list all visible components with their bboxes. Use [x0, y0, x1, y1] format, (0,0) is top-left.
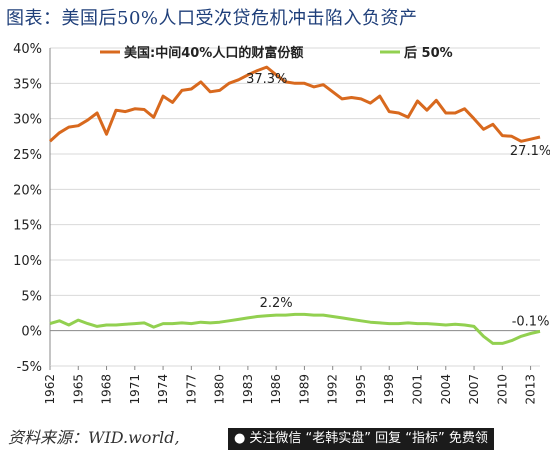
- x-tick-labels: 1962 1965 1968 1971 1974 1977 1980 1983 1986 1989…: [43, 374, 538, 405]
- x-tick-label: 1989: [297, 374, 311, 405]
- x-tick-label: 1977: [184, 374, 198, 405]
- data-label: 2.2%: [260, 296, 293, 311]
- data-label: 37.3%: [246, 72, 287, 87]
- y-tick-label: 30%: [13, 113, 42, 128]
- y-tick-label: 25%: [13, 148, 42, 163]
- y-tick-label: 20%: [13, 183, 42, 198]
- data-label: 27.1%: [510, 144, 550, 159]
- y-tick-label: 10%: [13, 254, 42, 269]
- promo-text: 关注微信 “老韩实盘” 回复 “指标” 免费领: [249, 431, 488, 446]
- series-lines: [48, 65, 541, 345]
- y-tick-label: 35%: [13, 77, 42, 92]
- x-tick-label: 1974: [156, 374, 170, 405]
- x-tick-label: 1962: [43, 374, 57, 405]
- axes: [49, 48, 540, 370]
- x-tick-label: 1968: [100, 374, 114, 405]
- x-tick-label: 1986: [269, 374, 283, 405]
- legend: 美国:中间40%人口的财富份额 后 50%: [100, 45, 453, 61]
- x-tick-label: 1983: [241, 374, 255, 405]
- y-tick-label: 40%: [13, 42, 42, 57]
- data-labels: 37.3% 27.1% 2.2% -0.1%: [246, 72, 550, 329]
- source-note: 资料来源：WID.world,: [8, 428, 180, 447]
- wechat-icon: ●: [234, 431, 246, 446]
- x-tick-label: 1998: [382, 374, 396, 405]
- x-tick-label: 2004: [439, 374, 453, 405]
- promo-banner[interactable]: ● 关注微信 “老韩实盘” 回复 “指标” 免费领: [228, 428, 494, 450]
- grid-lines: [50, 47, 540, 367]
- y-tick-label: 5%: [21, 289, 42, 304]
- x-tick-label: 1965: [71, 374, 85, 405]
- data-label: -0.1%: [512, 314, 550, 329]
- x-tick-label: 2013: [524, 374, 538, 405]
- y-tick-label: 0%: [21, 325, 42, 340]
- chart-title: 图表：美国后50%人口受次贷危机冲击陷入负资产: [6, 8, 418, 29]
- x-tick-label: 1971: [128, 374, 142, 405]
- x-tick-label: 1980: [213, 374, 227, 405]
- series-line-1: [48, 65, 541, 143]
- series-line-2: [49, 312, 541, 345]
- x-tick-label: 1995: [354, 374, 368, 405]
- legend-label: 后 50%: [404, 45, 453, 61]
- legend-label: 美国:中间40%人口的财富份额: [124, 45, 303, 61]
- y-tick-label: 15%: [13, 219, 42, 234]
- x-tick-label: 2010: [495, 374, 509, 405]
- y-tick-label: -5%: [17, 360, 42, 375]
- x-tick-label: 2001: [411, 374, 425, 405]
- x-tick-label: 1992: [326, 374, 340, 405]
- x-tick-label: 2007: [467, 374, 481, 405]
- y-tick-labels: -5% 0% 5% 10% 15% 20% 25% 30% 35% 40%: [13, 42, 42, 375]
